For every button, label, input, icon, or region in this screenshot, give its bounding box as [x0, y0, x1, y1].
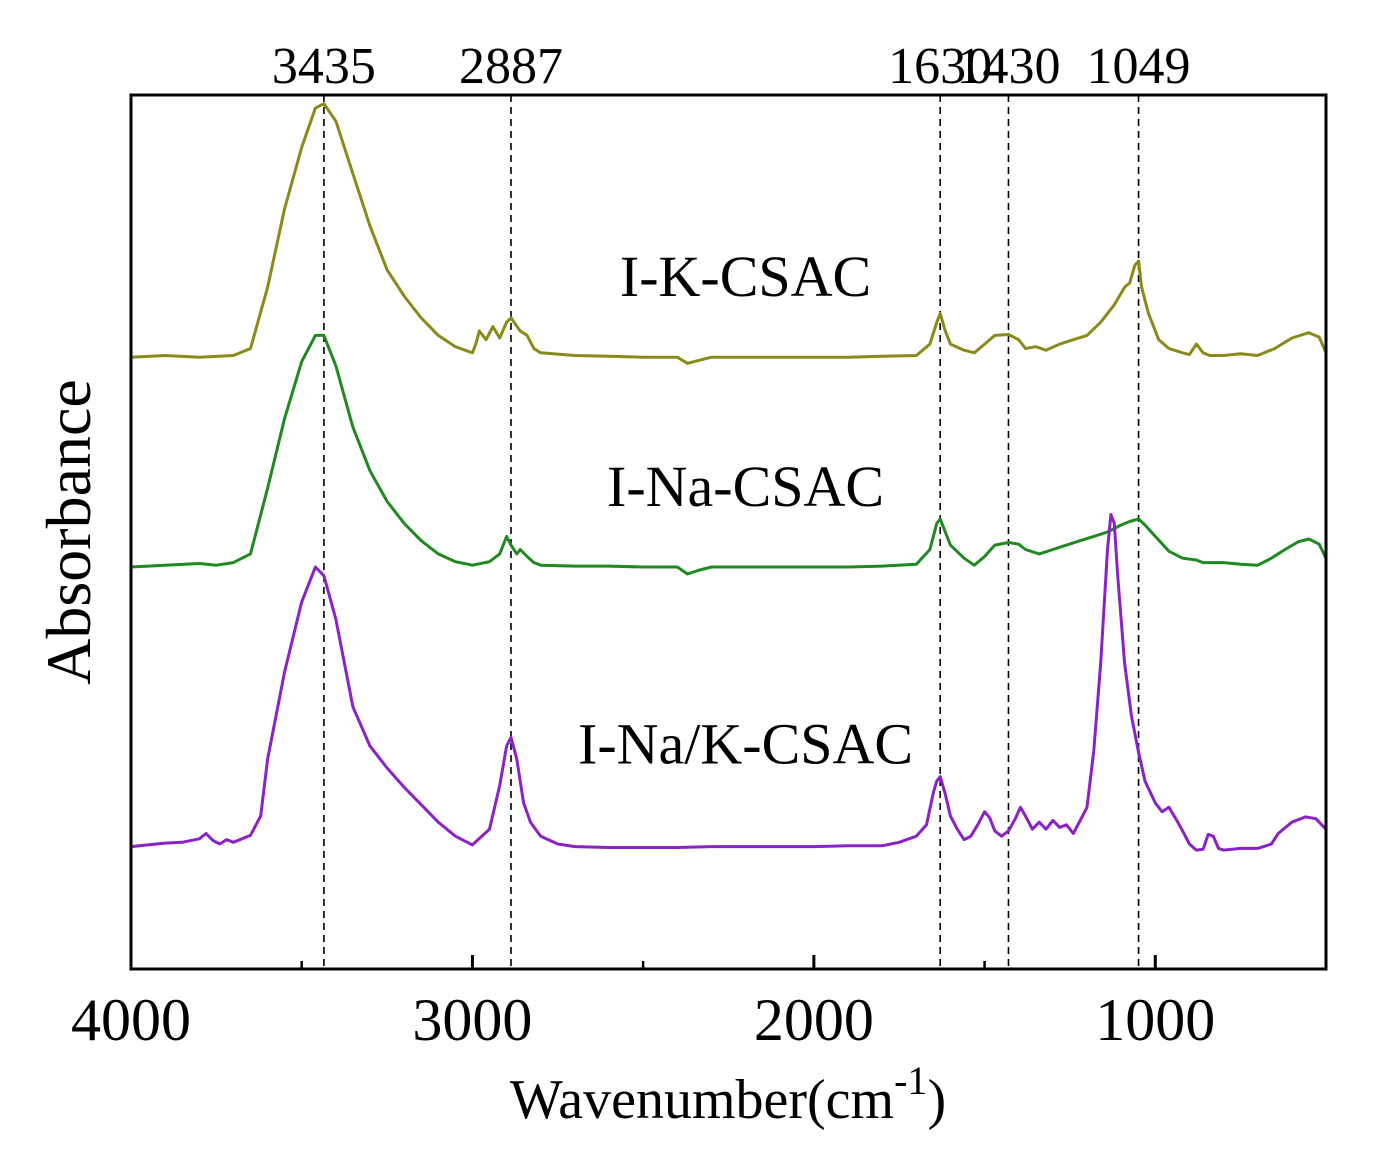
series-labels: I-K-CSAC I-Na-CSAC I-Na/K-CSAC [578, 244, 913, 777]
plot-frame [129, 93, 1328, 971]
x-axis-label-suffix: ) [927, 1069, 946, 1131]
reference-label-2887: 2887 [459, 38, 563, 95]
x-tick-label-4000: 4000 [71, 987, 191, 1053]
x-axis-label-main: Wavenumber(cm [510, 1069, 894, 1131]
series-label-i-na-csac: I-Na-CSAC [607, 454, 884, 519]
x-tick-label-2000: 2000 [754, 987, 874, 1053]
reference-label-1430: 1430 [956, 38, 1060, 95]
series-line-i-na-csac [130, 333, 1328, 576]
series-label-i-k-csac: I-K-CSAC [620, 244, 871, 309]
series-layer [130, 102, 1328, 852]
x-axis-label-superscript: -1 [894, 1058, 927, 1103]
x-axis-tick-labels: 4000 3000 2000 1000 [71, 987, 1215, 1053]
x-axis-label: Wavenumber(cm-1) [510, 1058, 946, 1131]
reference-label-3435: 3435 [272, 38, 376, 95]
y-axis-label: Absorbance [33, 379, 104, 685]
series-label-i-na-k-csac: I-Na/K-CSAC [578, 712, 913, 777]
series-line-i-na-k-csac [130, 513, 1328, 852]
reference-label-1049: 1049 [1087, 38, 1191, 95]
series-line-i-k-csac [130, 102, 1328, 365]
x-axis-ticks [129, 955, 1328, 969]
reference-label-1630: 1630 [888, 38, 992, 95]
x-tick-label-1000: 1000 [1095, 987, 1215, 1053]
reference-lines [323, 95, 1140, 969]
x-tick-label-3000: 3000 [412, 987, 532, 1053]
